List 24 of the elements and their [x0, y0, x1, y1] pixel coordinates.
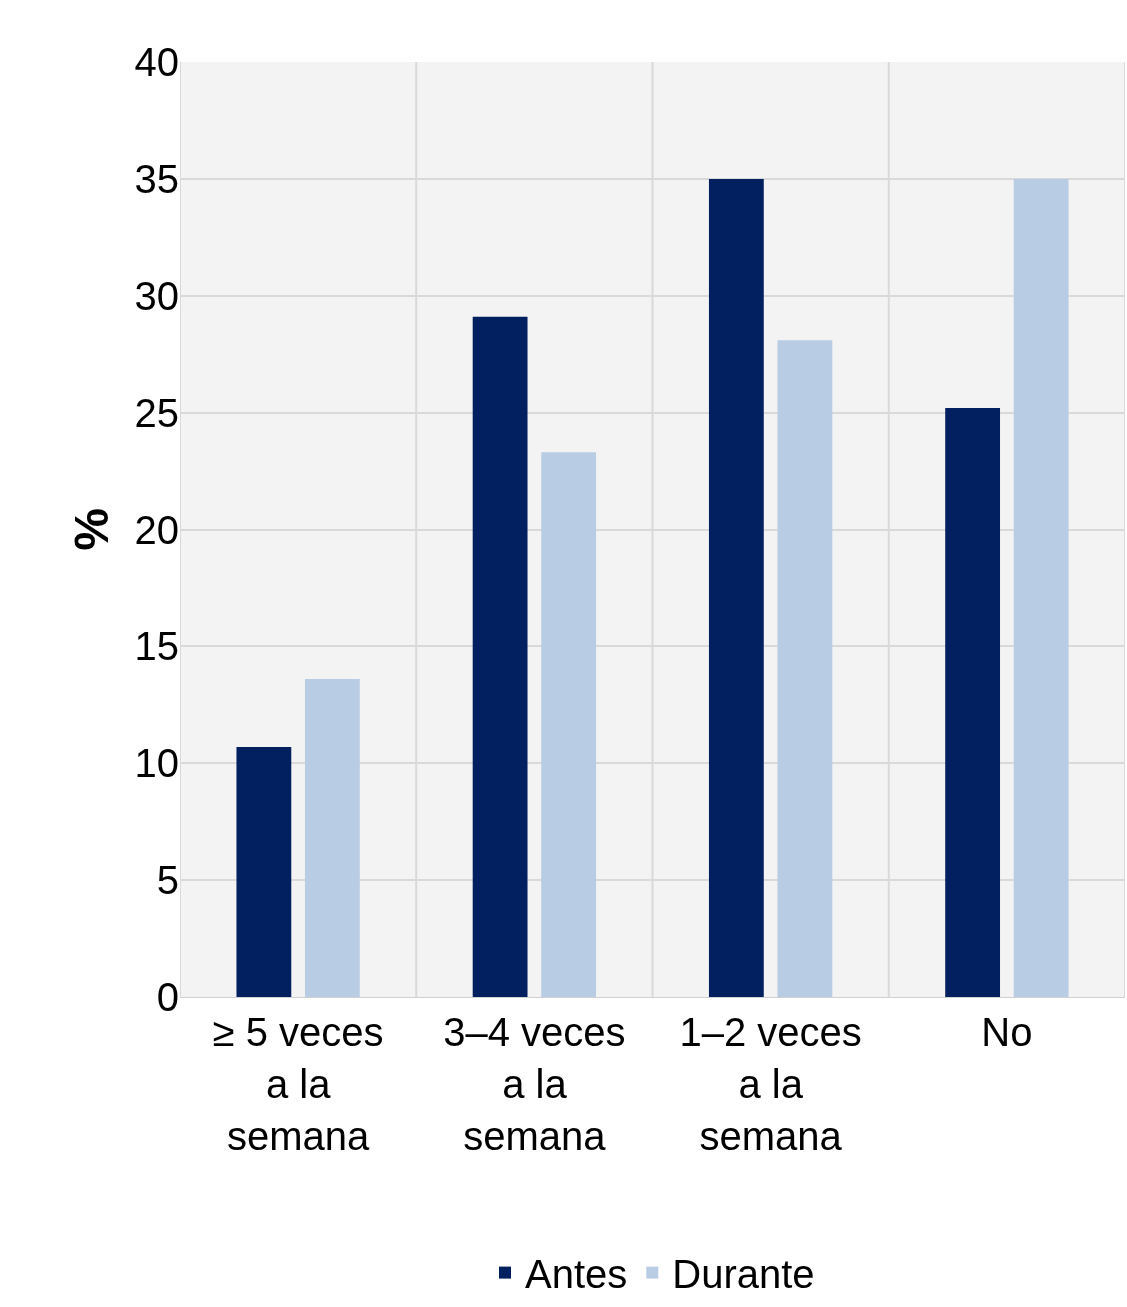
- y-tick-label: 25: [134, 390, 179, 435]
- bar: [304, 679, 360, 997]
- y-tick-label: 30: [134, 273, 179, 318]
- legend-label: Antes: [525, 1252, 628, 1297]
- y-tick-label: 20: [134, 507, 179, 552]
- x-tick-label: 1–2 veces a la semana: [679, 1010, 862, 1158]
- bar: [945, 407, 1001, 997]
- bar: [541, 452, 597, 997]
- y-tick-label: 5: [156, 858, 179, 903]
- y-tick-label: 15: [134, 624, 179, 669]
- y-tick-label: 35: [134, 156, 179, 201]
- x-tick-label: 3–4 veces a la semana: [443, 1010, 626, 1158]
- y-tick-label: 0: [156, 975, 179, 1019]
- bar: [472, 316, 528, 997]
- bar: [236, 746, 292, 997]
- legend-label: Durante: [672, 1252, 815, 1297]
- y-axis-title: %: [65, 508, 119, 551]
- bar: [708, 178, 764, 997]
- y-tick-label: 10: [134, 741, 179, 786]
- x-tick-label: No: [981, 1010, 1033, 1054]
- y-tick-label: 40: [134, 40, 179, 84]
- bar: [1013, 178, 1069, 997]
- bar: [777, 340, 833, 997]
- x-tick-label: ≥ 5 veces a la semana: [212, 1010, 384, 1158]
